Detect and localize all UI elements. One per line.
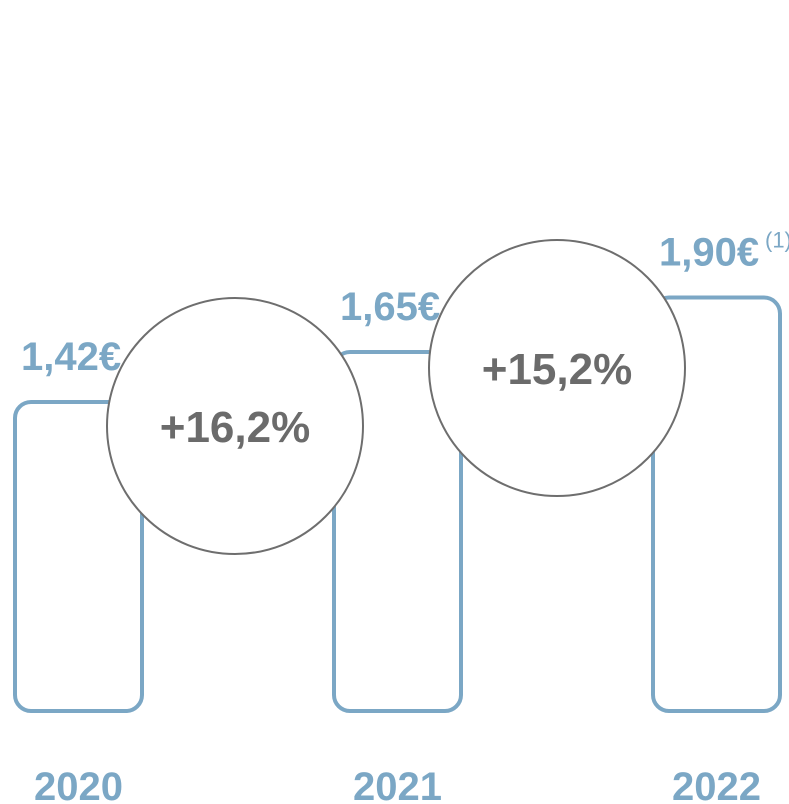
value-label-2020: 1,42€ bbox=[21, 335, 121, 379]
value-label-2021: 1,65€ bbox=[340, 285, 440, 329]
bars-layer bbox=[13, 295, 782, 713]
growth-label-1: +16,2% bbox=[160, 403, 310, 452]
labels-layer: 1,42€ 2020 1,65€ 2021 1,90€(1) 2022 bbox=[21, 228, 789, 804]
bar-2020 bbox=[13, 400, 144, 713]
bar-2022 bbox=[651, 295, 782, 713]
growth-label-2: +15,2% bbox=[482, 345, 632, 394]
category-label-2022: 2022 bbox=[672, 765, 761, 804]
footnote-2022: (1) bbox=[765, 228, 789, 253]
value-label-2022: 1,90€ bbox=[659, 231, 759, 275]
bar-2021 bbox=[332, 349, 463, 713]
category-label-2021: 2021 bbox=[353, 765, 442, 804]
growth-circles-layer: +16,2% +15,2% bbox=[106, 239, 686, 555]
growth-circle-1 bbox=[106, 297, 364, 555]
category-label-2020: 2020 bbox=[34, 765, 123, 804]
growth-circle-2 bbox=[428, 239, 686, 497]
